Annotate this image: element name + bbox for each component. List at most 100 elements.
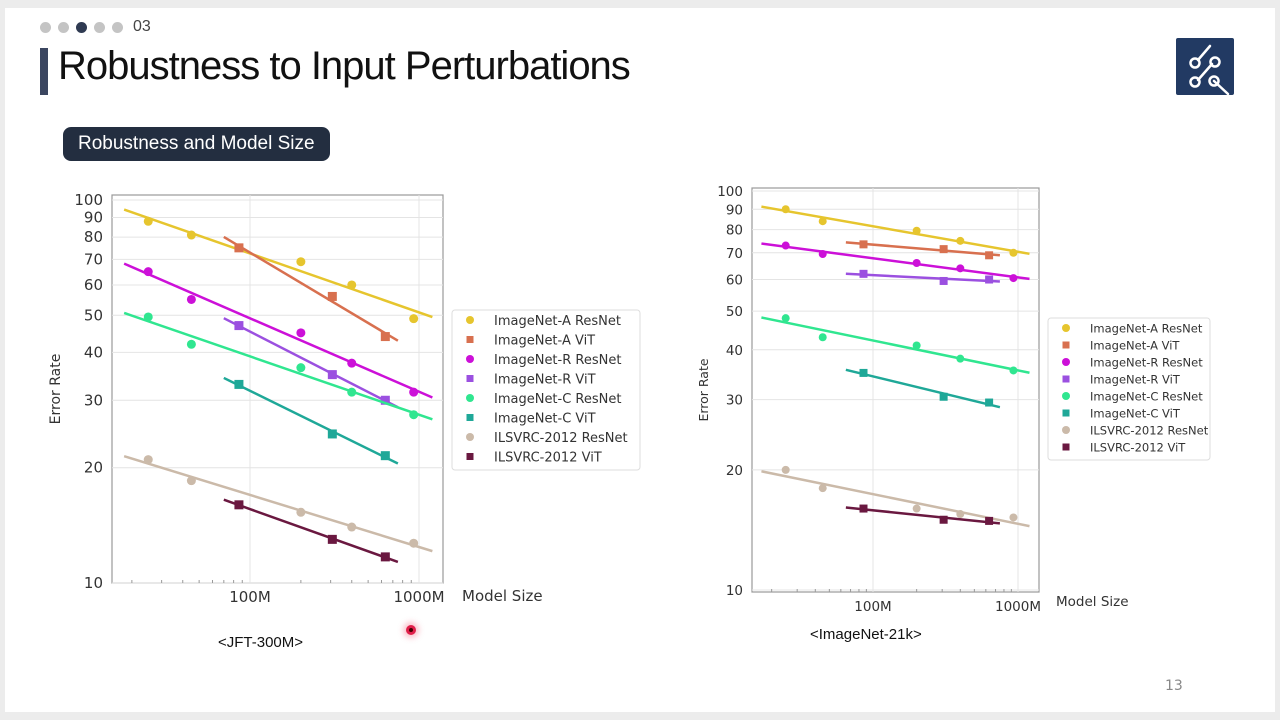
data-point [912, 504, 921, 513]
data-point [781, 314, 790, 323]
legend-label: ImageNet-R ViT [494, 372, 596, 387]
legend-label: ILSVRC-2012 ResNet [1090, 423, 1209, 437]
chart-imagenet-21k: 10 20 30 40 50 60 70 80 90 100 100M 1000M Error Rate… [696, 184, 1211, 615]
data-point [956, 236, 965, 245]
data-point [818, 484, 827, 493]
data-point [380, 395, 390, 405]
fit-line [223, 235, 399, 342]
data-point [186, 339, 196, 349]
y-tick-label: 50 [726, 304, 743, 320]
x-tick-label: 1000M [393, 588, 444, 606]
fit-line [845, 506, 1001, 525]
fit-line [223, 317, 399, 409]
x-axis-label: Model Size [1056, 594, 1129, 610]
data-point [186, 230, 196, 240]
progress-dot [112, 21, 123, 33]
y-tick-label: 80 [726, 223, 743, 239]
data-point [859, 240, 868, 249]
data-point [409, 387, 419, 397]
title-accent-bar [40, 48, 48, 95]
data-point [234, 243, 244, 253]
y-tick-label: 50 [84, 306, 103, 324]
data-point [347, 358, 357, 368]
data-point [912, 259, 921, 268]
fit-line [845, 368, 1001, 409]
chart-caption-imagenet21k: <ImageNet-21k> [810, 626, 922, 643]
legend-label: ImageNet-C ViT [494, 411, 596, 426]
y-tick-label: 60 [84, 276, 103, 294]
y-tick-label: 60 [726, 273, 743, 289]
progress-dot [58, 21, 69, 33]
progress-dot [40, 21, 51, 33]
fit-line [223, 498, 399, 564]
x-tick-label: 100M [229, 588, 271, 606]
section-number: 03 [133, 18, 151, 35]
data-point [380, 552, 390, 562]
fit-line [123, 311, 433, 421]
legend-label: ImageNet-R ViT [1090, 372, 1181, 386]
data-point [939, 245, 948, 254]
data-point [327, 534, 337, 544]
data-point [956, 354, 965, 363]
mouse-cursor-indicator [406, 625, 416, 635]
y-tick-label: 30 [726, 393, 743, 409]
legend-marker [1062, 392, 1070, 400]
fit-line [761, 316, 1030, 374]
legend-marker [466, 336, 474, 343]
y-tick-label: 40 [84, 343, 103, 361]
data-point [327, 429, 337, 439]
chart-caption-jft: <JFT-300M> [218, 634, 304, 651]
data-point [234, 379, 244, 389]
data-point [985, 275, 994, 284]
data-point [939, 392, 948, 401]
fit-line [123, 454, 433, 553]
data-point [859, 368, 868, 377]
data-point [234, 321, 244, 331]
data-point [234, 500, 244, 510]
y-tick-label: 10 [84, 574, 103, 592]
circuit-nodes-icon [1176, 38, 1234, 96]
data-point [327, 370, 337, 380]
fit-line [761, 470, 1030, 528]
data-point [781, 465, 790, 474]
data-point [818, 333, 827, 342]
page-number: 13 [1165, 678, 1183, 694]
fit-line [223, 376, 399, 465]
data-point [296, 328, 306, 338]
x-tick-label: 1000M [995, 599, 1041, 615]
data-point [859, 504, 868, 513]
fit-line [761, 242, 1030, 281]
y-tick-label: 90 [84, 209, 103, 227]
legend-box [451, 309, 641, 471]
legend-marker [1062, 341, 1070, 349]
data-point [143, 216, 153, 226]
section-progress: 03 [40, 18, 151, 36]
y-tick-label: 70 [84, 250, 103, 268]
y-tick-label: 90 [726, 202, 743, 218]
data-point [347, 387, 357, 397]
data-point [296, 507, 306, 517]
data-point [186, 476, 196, 486]
y-tick-label: 80 [84, 228, 103, 246]
page-title: Robustness to Input Perturbations [58, 44, 631, 88]
data-point [380, 332, 390, 342]
data-point [143, 455, 153, 465]
legend-marker [466, 394, 474, 402]
data-point [347, 280, 357, 290]
legend-label: ImageNet-A ResNet [494, 314, 621, 329]
legend-marker [1062, 426, 1070, 434]
data-point [409, 410, 419, 420]
x-tick-label: 100M [854, 599, 891, 615]
legend-marker [1062, 409, 1070, 417]
data-point [818, 217, 827, 226]
data-point [912, 341, 921, 350]
legend-marker [466, 355, 474, 363]
data-point [956, 264, 965, 273]
legend-label: ImageNet-C ResNet [494, 392, 621, 407]
legend-marker [466, 375, 474, 382]
x-axis-label: Model Size [462, 587, 543, 605]
data-point [296, 363, 306, 373]
data-point [985, 251, 994, 260]
legend-marker [466, 453, 474, 460]
data-point [380, 451, 390, 461]
